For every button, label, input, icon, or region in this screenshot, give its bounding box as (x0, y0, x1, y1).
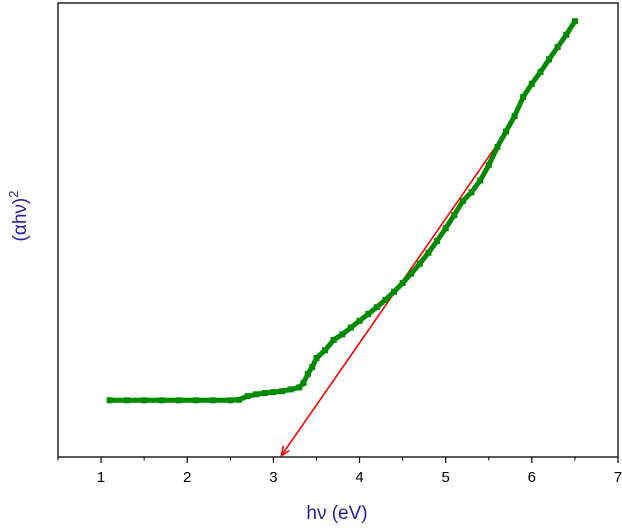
data-point (546, 56, 553, 63)
data-point (563, 31, 570, 38)
data-series-line (109, 19, 578, 403)
data-point (511, 113, 518, 119)
data-point (399, 280, 406, 287)
x-tick-label: 2 (183, 469, 191, 486)
data-point (330, 336, 337, 343)
data-point (158, 397, 165, 404)
data-point (537, 69, 544, 75)
data-point (235, 396, 242, 403)
data-point (347, 324, 354, 331)
x-tick-label: 1 (97, 469, 105, 486)
y-axis-title-text: (αhν) (10, 198, 31, 242)
data-point (106, 397, 113, 404)
data-point (356, 317, 363, 324)
data-point (304, 370, 311, 377)
data-point (175, 397, 182, 404)
data-point (244, 393, 251, 400)
data-point (485, 162, 492, 169)
data-point (554, 44, 561, 50)
data-point (287, 386, 294, 393)
data-point (451, 212, 458, 218)
data-point (227, 397, 234, 404)
data-point (468, 189, 475, 196)
data-point (425, 249, 432, 256)
data-point (309, 364, 316, 371)
x-tick-label: 3 (269, 469, 277, 486)
x-tick-label: 4 (355, 469, 363, 486)
data-point (270, 389, 277, 396)
data-point (141, 397, 148, 404)
y-axis-title-superscript: 2 (6, 191, 21, 198)
data-point (477, 177, 484, 184)
data-point (322, 347, 329, 354)
data-point (416, 260, 423, 267)
data-point (434, 237, 441, 244)
data-point (520, 94, 527, 100)
x-tick-group: 1 2 3 4 5 6 7 (57, 457, 622, 486)
data-point (459, 197, 466, 204)
data-point (391, 288, 397, 295)
data-point (382, 296, 389, 303)
data-point (503, 128, 509, 135)
data-point (300, 380, 307, 386)
data-point (339, 331, 346, 338)
plot-frame (57, 2, 619, 458)
data-point (210, 397, 217, 404)
plot-area-border (57, 2, 619, 458)
data-point (365, 311, 372, 317)
data-point (442, 225, 449, 232)
x-tick-label: 6 (528, 469, 536, 486)
data-point (571, 18, 578, 25)
x-axis-title: hν (eV) (306, 503, 367, 524)
data-point (123, 397, 130, 404)
data-point (494, 143, 501, 150)
data-point (261, 390, 268, 396)
data-point (528, 80, 535, 87)
data-point (253, 391, 260, 398)
data-point (313, 355, 320, 361)
x-tick-label: 7 (614, 469, 622, 486)
data-point (279, 388, 285, 395)
x-tick-label: 5 (442, 469, 450, 486)
data-point (192, 397, 199, 404)
y-axis-title: (αhν)2 (6, 191, 31, 242)
data-point (296, 384, 303, 391)
data-point (408, 270, 415, 277)
data-series-group (106, 18, 578, 404)
data-point (373, 304, 380, 311)
